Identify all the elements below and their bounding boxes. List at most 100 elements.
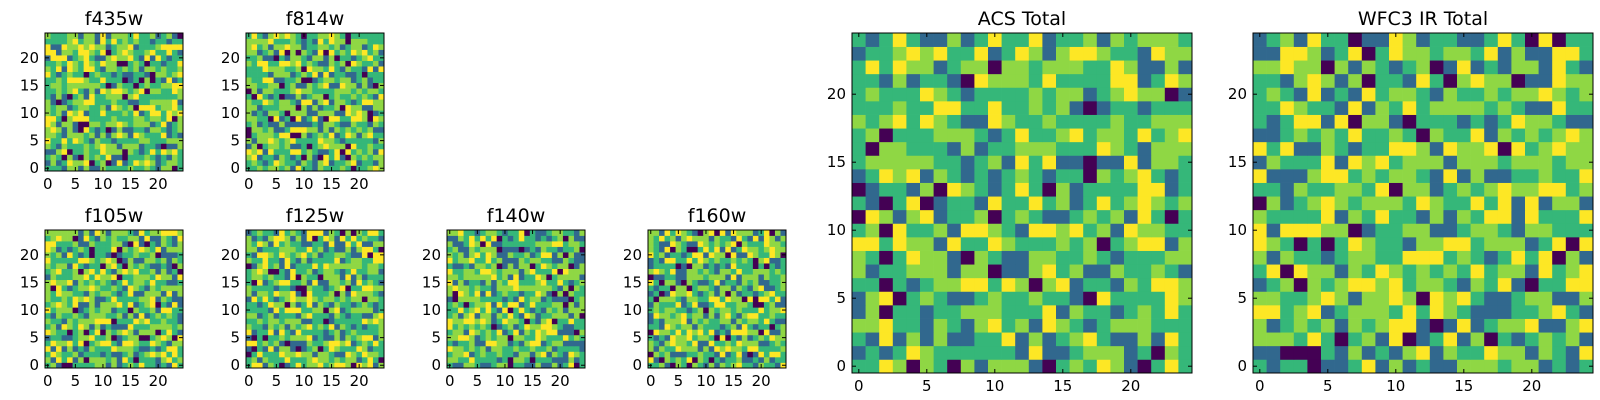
heatmap-cell: [317, 121, 324, 128]
heatmap-cell: [56, 252, 62, 258]
heatmap-cell: [1001, 155, 1016, 170]
heatmap-cell: [367, 340, 374, 347]
heatmap-cell: [933, 332, 948, 347]
heatmap-cell: [306, 301, 313, 308]
heatmap-cell: [273, 104, 280, 111]
heatmap-cell: [1334, 332, 1349, 347]
heatmap-cell: [111, 274, 118, 281]
heatmap-cell: [367, 230, 374, 236]
heatmap-cell: [328, 301, 335, 308]
heatmap-cell: [122, 159, 129, 166]
heatmap-cell: [480, 263, 486, 269]
heatmap-cell: [67, 356, 73, 363]
heatmap-cell: [703, 252, 710, 258]
heatmap-cell: [339, 38, 346, 45]
heatmap-cell: [780, 356, 787, 363]
heatmap-cell: [535, 274, 542, 281]
heatmap-cell: [524, 268, 531, 275]
heatmap-cell: [736, 246, 743, 253]
heatmap-cell: [546, 301, 553, 308]
heatmap-cell: [133, 44, 140, 50]
heatmap-cell: [279, 230, 285, 236]
heatmap-cell: [160, 159, 167, 166]
heatmap-cell: [367, 356, 374, 363]
heatmap-cell: [262, 38, 269, 45]
heatmap-cell: [540, 290, 547, 297]
heatmap-cell: [670, 362, 676, 369]
heatmap-cell: [144, 77, 151, 84]
heatmap-cell: [83, 55, 90, 61]
heatmap-cell: [312, 93, 319, 100]
heatmap-cell: [879, 33, 894, 47]
heatmap-cell: [1280, 169, 1295, 183]
heatmap-cell: [350, 104, 357, 111]
heatmap-cell: [312, 263, 319, 269]
heatmap-cell: [78, 362, 84, 369]
heatmap-cell: [105, 235, 112, 242]
heatmap-cell: [1110, 169, 1125, 183]
heatmap-cell: [72, 318, 79, 325]
heatmap-cell: [284, 143, 291, 150]
heatmap-cell: [447, 323, 453, 330]
heatmap-cell: [372, 246, 379, 253]
heatmap-cell: [56, 290, 62, 297]
heatmap-cell: [356, 318, 363, 325]
heatmap-cell: [306, 55, 313, 61]
heatmap-cell: [780, 230, 787, 236]
heatmap-cell: [1083, 87, 1098, 102]
heatmap-cell: [257, 126, 263, 133]
heatmap-cell: [317, 82, 324, 89]
heatmap-cell: [681, 268, 687, 275]
heatmap-cell: [463, 345, 470, 352]
heatmap-cell: [573, 356, 580, 363]
heatmap-cell: [122, 93, 129, 100]
heatmap-cell: [758, 235, 765, 242]
heatmap-cell: [345, 154, 352, 161]
heatmap-cell: [865, 155, 880, 170]
heatmap-cell: [697, 329, 704, 336]
heatmap-cell: [1001, 46, 1016, 61]
heatmap-cell: [171, 38, 178, 45]
heatmap-cell: [664, 257, 671, 264]
heatmap-cell: [1402, 169, 1417, 183]
heatmap-cell: [268, 104, 274, 111]
heatmap-cell: [573, 351, 580, 358]
heatmap-cell: [334, 104, 341, 111]
heatmap-cell: [852, 182, 866, 197]
heatmap-cell: [1001, 359, 1016, 374]
heatmap-cell: [160, 285, 167, 292]
heatmap-cell: [562, 307, 569, 314]
heatmap-cell: [323, 71, 330, 78]
heatmap-cell: [741, 340, 748, 347]
heatmap-cell: [138, 356, 145, 363]
heatmap-cell: [160, 82, 167, 89]
heatmap-cell: [334, 246, 341, 253]
heatmap-cell: [312, 235, 319, 242]
heatmap-cell: [763, 296, 770, 303]
heatmap-cell: [67, 60, 73, 67]
heatmap-cell: [852, 223, 866, 238]
heatmap-cell: [328, 290, 335, 297]
heatmap-cell: [1001, 87, 1016, 102]
heatmap-cell: [1511, 318, 1526, 333]
heatmap-cell: [361, 77, 368, 84]
heatmap-cell: [947, 46, 962, 61]
heatmap-cell: [138, 55, 145, 61]
heatmap-cell: [920, 60, 934, 75]
heatmap-cell: [719, 301, 726, 308]
heatmap-cell: [306, 296, 313, 303]
heatmap-cell: [334, 318, 341, 325]
heatmap-cell: [246, 126, 252, 133]
heatmap-cell: [328, 312, 335, 319]
heatmap-cell: [144, 274, 151, 281]
heatmap-cell: [317, 279, 324, 286]
heatmap-cell: [540, 241, 547, 247]
heatmap-cell: [474, 252, 481, 258]
heatmap-cell: [155, 263, 162, 269]
heatmap-cell: [155, 334, 162, 341]
heatmap-cell: [144, 351, 151, 358]
heatmap-cell: [279, 82, 285, 89]
heatmap-cell: [50, 235, 57, 242]
heatmap-cell: [920, 318, 934, 333]
heatmap-cell: [284, 345, 291, 352]
